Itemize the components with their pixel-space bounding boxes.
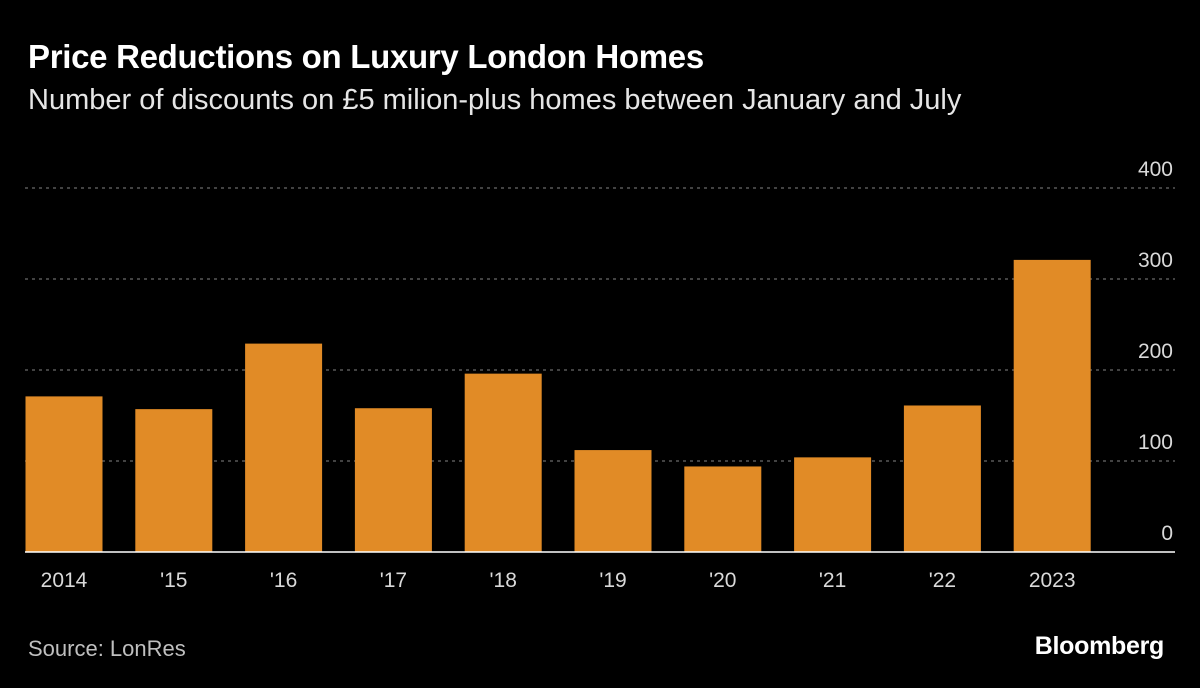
bar-2023	[1013, 259, 1091, 552]
bar-20	[684, 466, 762, 552]
bar-22	[903, 405, 981, 552]
y-tick-label: 400	[1138, 158, 1173, 181]
x-tick-label: '22	[929, 569, 956, 592]
bar-21	[794, 457, 872, 552]
x-tick-label: 2023	[1029, 569, 1076, 592]
x-tick-label: '18	[490, 569, 517, 592]
bloomberg-logo: Bloomberg	[1034, 632, 1165, 660]
x-tick-label: '21	[819, 569, 846, 592]
y-tick-label: 0	[1161, 522, 1173, 545]
y-tick-label: 300	[1138, 249, 1173, 272]
y-axis-ticks: 0 100 200 300 400	[1138, 158, 1173, 545]
bar-17	[354, 408, 432, 552]
bar-19	[574, 450, 652, 552]
source-note: Source: LonRes	[28, 636, 186, 661]
bar-16	[245, 343, 323, 552]
x-tick-label: '19	[599, 569, 626, 592]
y-tick-label: 200	[1138, 340, 1173, 363]
x-tick-label: '16	[270, 569, 297, 592]
x-tick-label: 2014	[41, 569, 88, 592]
chart-subtitle: Number of discounts on £5 milion-plus ho…	[28, 84, 962, 116]
bar-15	[135, 409, 213, 552]
y-tick-label: 100	[1138, 431, 1173, 454]
bar-18	[464, 373, 542, 552]
x-axis-ticks: 2014 '15 '16 '17 '18 '19 '20 '21 '22 2023	[41, 569, 1076, 592]
x-tick-label: '20	[709, 569, 736, 592]
x-tick-label: '15	[160, 569, 187, 592]
bars	[25, 259, 1091, 552]
chart-title: Price Reductions on Luxury London Homes	[28, 38, 704, 75]
bar-2014	[25, 396, 103, 552]
x-tick-label: '17	[380, 569, 407, 592]
